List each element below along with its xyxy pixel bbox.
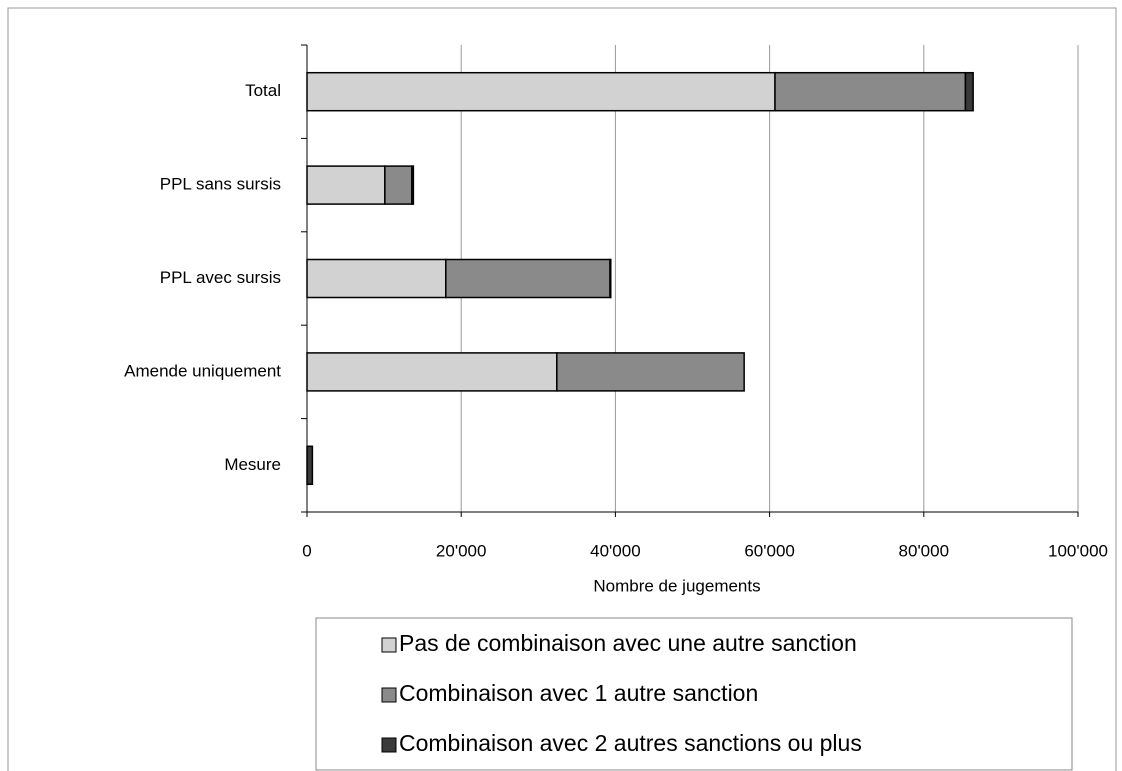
legend-label: Combinaison avec 1 autre sanction	[399, 680, 758, 706]
bar-segment	[306, 258, 447, 299]
x-tick-label: 0	[302, 541, 311, 560]
legend-swatch	[381, 737, 397, 753]
x-axis-label: Nombre de jugements	[593, 576, 760, 595]
x-tick-label: 20'000	[436, 541, 487, 560]
x-tick-label: 40'000	[590, 541, 641, 560]
legend-label: Pas de combinaison avec une autre sancti…	[399, 630, 857, 656]
bar-segment	[556, 352, 745, 392]
legend-label: Combinaison avec 2 autres sanctions ou p…	[399, 730, 862, 756]
x-tick-label: 100'000	[1048, 541, 1108, 560]
legend-swatch	[381, 687, 397, 703]
bar-segment	[411, 165, 415, 205]
bar-segment	[306, 445, 314, 486]
y-tick-label: Mesure	[224, 455, 281, 474]
legend-box	[315, 617, 1073, 771]
legend-swatch	[381, 637, 397, 653]
bar-segment	[774, 71, 967, 112]
y-tick-label: Amende uniquement	[124, 361, 281, 380]
bar-segment	[964, 71, 974, 112]
chart-border	[7, 7, 1117, 771]
y-tick-label: PPL sans sursis	[160, 175, 281, 194]
x-tick-label: 80'000	[899, 541, 950, 560]
bar-segment	[445, 258, 611, 299]
bar-segment	[306, 165, 386, 205]
bar-segment	[306, 71, 776, 112]
bar-segment	[384, 165, 413, 205]
bar-segment	[306, 352, 558, 392]
bar-segment	[609, 258, 612, 299]
y-tick-label: PPL avec sursis	[160, 268, 281, 287]
x-tick-label: 60'000	[744, 541, 795, 560]
y-tick-label: Total	[245, 81, 281, 100]
